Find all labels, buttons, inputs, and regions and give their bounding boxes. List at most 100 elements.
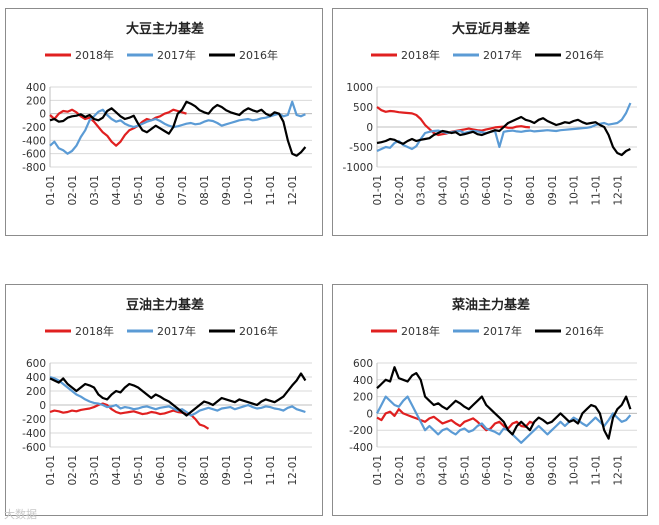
legend-label-2: 2017年 (483, 48, 522, 62)
y-tick-label: -600 (22, 442, 46, 454)
y-tick-label: -400 (22, 135, 46, 147)
y-tick-label: -800 (22, 162, 46, 174)
x-tick-label: 04-01 (111, 455, 123, 486)
x-tick-label: 07-01 (177, 175, 189, 206)
x-tick-label: 04-01 (438, 175, 450, 206)
x-tick-label: 10-01 (569, 455, 581, 486)
y-tick-label: -400 (349, 442, 373, 454)
y-tick-label: 200 (353, 392, 373, 404)
x-tick-label: 09-01 (547, 175, 559, 206)
y-tick-label: 0 (39, 400, 46, 412)
chart-title: 大豆主力基差 (126, 21, 204, 37)
x-tick-label: 06-01 (481, 455, 493, 486)
legend-label-3: 2016年 (239, 48, 278, 62)
x-tick-label: 05-01 (459, 175, 471, 206)
x-tick-label: 03-01 (89, 175, 101, 206)
y-tick-label: 400 (26, 82, 46, 94)
x-tick-label: 08-01 (199, 175, 211, 206)
chart-soybean-near-month: 大豆近月基差 2018年 2017年 2016年 1000 500 0 -500 -100001… (342, 21, 637, 206)
x-tick-label: 10-01 (243, 455, 255, 486)
y-tick-label: -500 (349, 142, 373, 154)
x-tick-label: 02-01 (67, 175, 79, 206)
x-tick-label: 01-01 (45, 175, 57, 206)
y-tick-label: 600 (353, 358, 373, 370)
legend-label-3: 2016年 (565, 324, 604, 338)
chart-panel-rapeseed-oil-main: 菜油主力基差 2018年 2017年 2016年 600 400 200 0 -200 -400 0… (332, 284, 648, 516)
x-tick-label: 07-01 (177, 455, 189, 486)
x-tick-label: 02-01 (394, 455, 406, 486)
x-tick-label: 04-01 (438, 455, 450, 486)
x-tick-label: 02-01 (67, 455, 79, 486)
x-tick-label: 06-01 (155, 175, 167, 206)
x-tick-label: 10-01 (569, 175, 581, 206)
watermark-text: 大数据 (4, 508, 37, 521)
chart-title: 菜油主力基差 (451, 297, 530, 313)
x-tick-label: 03-01 (416, 175, 428, 206)
legend-label-3: 2016年 (565, 48, 604, 62)
legend-label-1: 2018年 (75, 48, 114, 62)
x-tick-label: 07-01 (503, 455, 515, 486)
legend-label-2: 2017年 (157, 324, 196, 338)
y-tick-label: 200 (26, 95, 46, 107)
chart-soyoil-main: 豆油主力基差 2018年 2017年 2016年 600 400 200 0 -200 -400 -… (22, 297, 312, 486)
x-tick-label: 05-01 (133, 455, 145, 486)
chart-title: 大豆近月基差 (452, 21, 530, 37)
series-line-3 (49, 100, 307, 157)
x-tick-label: 08-01 (199, 455, 211, 486)
x-tick-label: 01-01 (372, 175, 384, 206)
x-tick-label: 04-01 (111, 175, 123, 206)
x-tick-label: 09-01 (221, 175, 233, 206)
series-line-1 (376, 408, 535, 432)
y-tick-label: -200 (349, 425, 373, 437)
legend-label-1: 2018年 (401, 48, 440, 62)
y-tick-label: -200 (22, 122, 46, 134)
y-tick-label: 400 (26, 372, 46, 384)
x-tick-label: 12-01 (287, 455, 299, 486)
x-tick-label: 11-01 (590, 455, 602, 486)
x-tick-label: 12-01 (612, 175, 624, 206)
chart-title: 豆油主力基差 (126, 297, 204, 313)
legend-label-2: 2017年 (483, 324, 522, 338)
x-tick-label: 11-01 (265, 175, 277, 206)
x-tick-label: 06-01 (481, 175, 493, 206)
legend-label-1: 2018年 (401, 324, 440, 338)
x-tick-label: 06-01 (155, 455, 167, 486)
y-tick-label: 1000 (346, 82, 373, 94)
x-tick-label: 09-01 (547, 455, 559, 486)
y-tick-label: 600 (26, 358, 46, 370)
series-line-3 (376, 115, 631, 157)
y-tick-label: 400 (353, 375, 373, 387)
y-tick-label: -200 (22, 414, 46, 426)
x-tick-label: 12-01 (612, 455, 624, 486)
x-tick-label: 08-01 (525, 175, 537, 206)
series-line-2 (49, 375, 306, 417)
y-tick-label: 200 (26, 386, 46, 398)
y-tick-label: 0 (366, 408, 373, 420)
series-line-2 (376, 102, 632, 153)
y-tick-label: 500 (353, 102, 373, 114)
x-tick-label: 07-01 (503, 175, 515, 206)
x-tick-label: 10-01 (243, 175, 255, 206)
series-line-2 (49, 100, 306, 155)
series-line-2 (376, 395, 632, 444)
y-tick-label: -400 (22, 428, 46, 440)
x-tick-label: 01-01 (372, 455, 384, 486)
legend-label-1: 2018年 (75, 324, 114, 338)
y-tick-label: 0 (39, 109, 46, 121)
x-tick-label: 03-01 (89, 455, 101, 486)
y-tick-label: -600 (22, 149, 46, 161)
x-tick-label: 05-01 (133, 175, 145, 206)
chart-panel-soybean-near-month: 大豆近月基差 2018年 2017年 2016年 1000 500 0 -500 -1000 01… (332, 8, 648, 236)
legend-label-2: 2017年 (157, 48, 196, 62)
chart-panel-soybean-main: 大豆主力基差 2018年 2017年 2016年 400 200 0 -200 -400 -600… (5, 8, 323, 236)
series-line-3 (49, 372, 307, 417)
legend-label-3: 2016年 (239, 324, 278, 338)
x-tick-label: 05-01 (459, 455, 471, 486)
x-tick-label: 09-01 (221, 455, 233, 486)
y-tick-label: -1000 (342, 162, 373, 174)
y-tick-label: 0 (366, 122, 373, 134)
chart-panel-soyoil-main: 豆油主力基差 2018年 2017年 2016年 600 400 200 0 -200 -400 -… (5, 284, 323, 516)
x-tick-label: 11-01 (590, 175, 602, 206)
